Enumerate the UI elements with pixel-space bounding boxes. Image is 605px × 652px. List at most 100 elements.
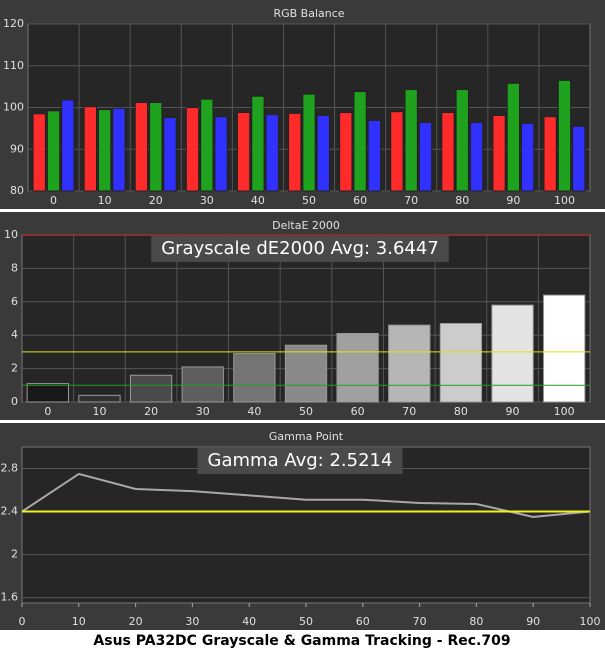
bar: [97, 109, 112, 192]
y-tick-label: 8: [11, 261, 18, 274]
x-tick-label: 30: [200, 194, 214, 207]
annotation: Grayscale dE2000 Avg: 3.6447: [161, 238, 439, 259]
x-tick-label: 80: [454, 405, 468, 418]
bar: [112, 107, 126, 192]
bar: [61, 99, 75, 192]
y-tick-label: 120: [3, 17, 24, 30]
y-tick-label: 2.8: [1, 462, 19, 475]
x-tick-label: 100: [554, 405, 575, 418]
bar: [336, 333, 379, 403]
x-tick-label: 80: [469, 615, 483, 628]
bar: [543, 294, 586, 403]
x-tick-label: 60: [351, 405, 365, 418]
bar: [129, 374, 173, 403]
annotation-box: [197, 448, 403, 474]
bar: [26, 383, 69, 403]
bar: [233, 353, 276, 403]
bar: [388, 324, 431, 403]
y-tick-label: 1.6: [1, 591, 19, 604]
bar: [455, 89, 469, 192]
x-tick-label: 10: [98, 194, 112, 207]
annotation-box: [151, 236, 449, 262]
bar: [557, 79, 572, 192]
bar: [418, 122, 433, 192]
x-tick-label: 80: [455, 194, 469, 207]
bar: [251, 95, 265, 192]
bar: [404, 89, 418, 192]
x-tick-label: 0: [19, 615, 26, 628]
x-tick-label: 50: [299, 405, 313, 418]
x-tick-label: 30: [185, 615, 199, 628]
x-tick-label: 40: [251, 194, 265, 207]
x-tick-label: 20: [144, 405, 158, 418]
x-tick-label: 10: [72, 615, 86, 628]
bar: [134, 101, 149, 192]
bar: [491, 304, 534, 403]
bar: [543, 116, 557, 192]
y-tick-label: 10: [4, 228, 18, 241]
caption: Asus PA32DC Grayscale & Gamma Tracking -…: [93, 633, 510, 649]
bar: [302, 93, 316, 192]
y-tick-label: 6: [11, 295, 18, 308]
bar: [288, 112, 302, 192]
bar: [185, 107, 200, 192]
x-tick-label: 50: [299, 615, 313, 628]
bar: [214, 116, 228, 192]
bar: [469, 122, 484, 192]
annotation: Gamma Avg: 2.5214: [208, 450, 393, 471]
bar: [284, 344, 328, 403]
bar: [236, 112, 251, 192]
x-tick-label: 20: [129, 615, 143, 628]
x-tick-label: 10: [92, 405, 106, 418]
y-tick-label: 2: [11, 362, 18, 375]
y-tick-label: 0: [11, 395, 18, 408]
bar: [163, 117, 177, 192]
chart-title: RGB Balance: [273, 7, 344, 20]
bar: [149, 101, 163, 192]
bar: [353, 91, 367, 192]
x-tick-label: 0: [50, 194, 57, 207]
bar: [492, 114, 506, 192]
x-tick-label: 60: [353, 194, 367, 207]
x-tick-label: 90: [506, 194, 520, 207]
bar: [339, 112, 353, 192]
bar: [78, 394, 121, 403]
chart-title: DeltaE 2000: [272, 219, 340, 232]
chart-title: Gamma Point: [269, 430, 344, 443]
bar: [367, 119, 382, 192]
y-tick-label: 100: [3, 101, 24, 114]
x-tick-label: 0: [44, 405, 51, 418]
x-tick-label: 90: [506, 405, 520, 418]
bar: [200, 98, 214, 192]
bar: [265, 114, 279, 192]
y-tick-label: 90: [10, 142, 24, 155]
x-tick-label: 70: [402, 405, 416, 418]
x-tick-label: 40: [247, 405, 261, 418]
bar: [181, 366, 224, 403]
bar: [506, 82, 521, 192]
x-tick-label: 100: [554, 194, 575, 207]
bar: [572, 125, 586, 192]
x-tick-label: 30: [196, 405, 210, 418]
x-tick-label: 60: [356, 615, 370, 628]
bar: [441, 112, 455, 192]
bar: [521, 122, 535, 192]
bar: [316, 114, 330, 192]
gamma-line: [21, 472, 591, 518]
x-tick-label: 90: [526, 615, 540, 628]
bar: [32, 113, 46, 192]
y-tick-label: 80: [10, 184, 24, 197]
bar: [83, 106, 97, 192]
y-tick-label: 110: [3, 59, 24, 72]
bar: [439, 323, 483, 403]
x-tick-label: 50: [302, 194, 316, 207]
bar: [46, 110, 61, 192]
bar: [390, 111, 404, 192]
x-tick-label: 40: [242, 615, 256, 628]
x-tick-label: 70: [404, 194, 418, 207]
y-tick-label: 4: [11, 328, 18, 341]
x-tick-label: 100: [580, 615, 601, 628]
x-tick-label: 70: [413, 615, 427, 628]
y-tick-label: 2.4: [1, 505, 19, 518]
